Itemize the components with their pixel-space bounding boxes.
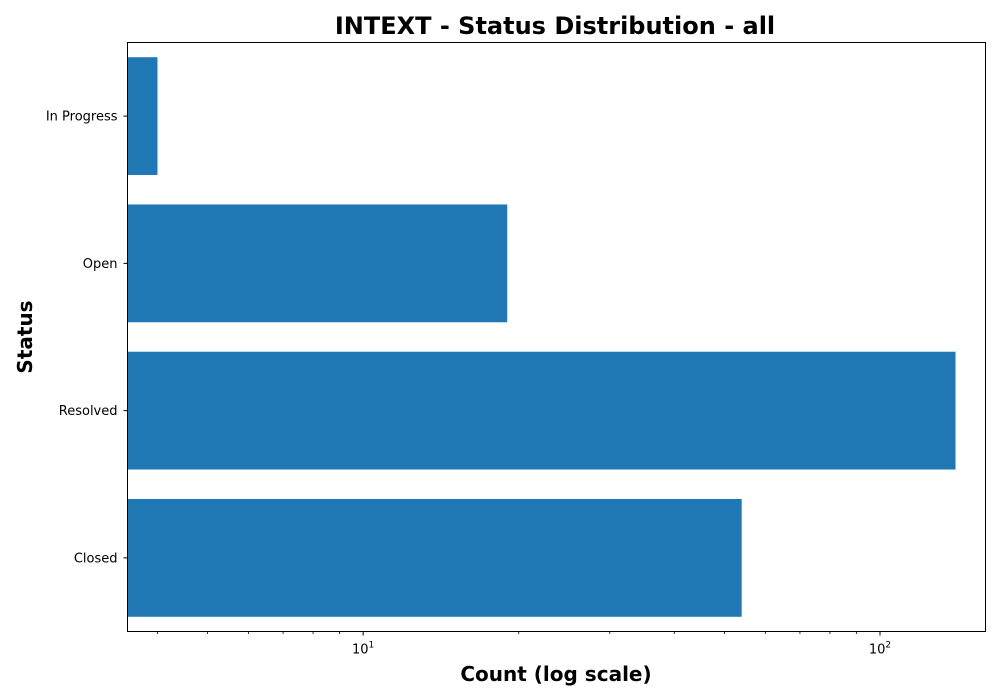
y-tick-label-open: Open xyxy=(83,257,118,272)
x-tick-label-10: 101 xyxy=(352,641,374,658)
y-tick-label-resolved: Resolved xyxy=(59,404,118,419)
y-axis-label: Status xyxy=(13,300,37,373)
y-tick-label-closed: Closed xyxy=(74,551,118,566)
bar-open xyxy=(127,204,508,323)
bars-group xyxy=(127,57,956,617)
y-ticks-group: In Progress Open Resolved Closed xyxy=(46,110,128,566)
x-tick-label-100: 102 xyxy=(869,641,891,658)
bar-resolved xyxy=(127,351,956,470)
chart-title: INTEXT - Status Distribution - all xyxy=(335,12,775,40)
bar-closed xyxy=(127,498,742,617)
bar-in-progress xyxy=(127,57,158,176)
y-tick-label-in-progress: In Progress xyxy=(46,110,118,125)
x-axis-label: Count (log scale) xyxy=(460,662,651,686)
plot-frame xyxy=(127,42,986,632)
